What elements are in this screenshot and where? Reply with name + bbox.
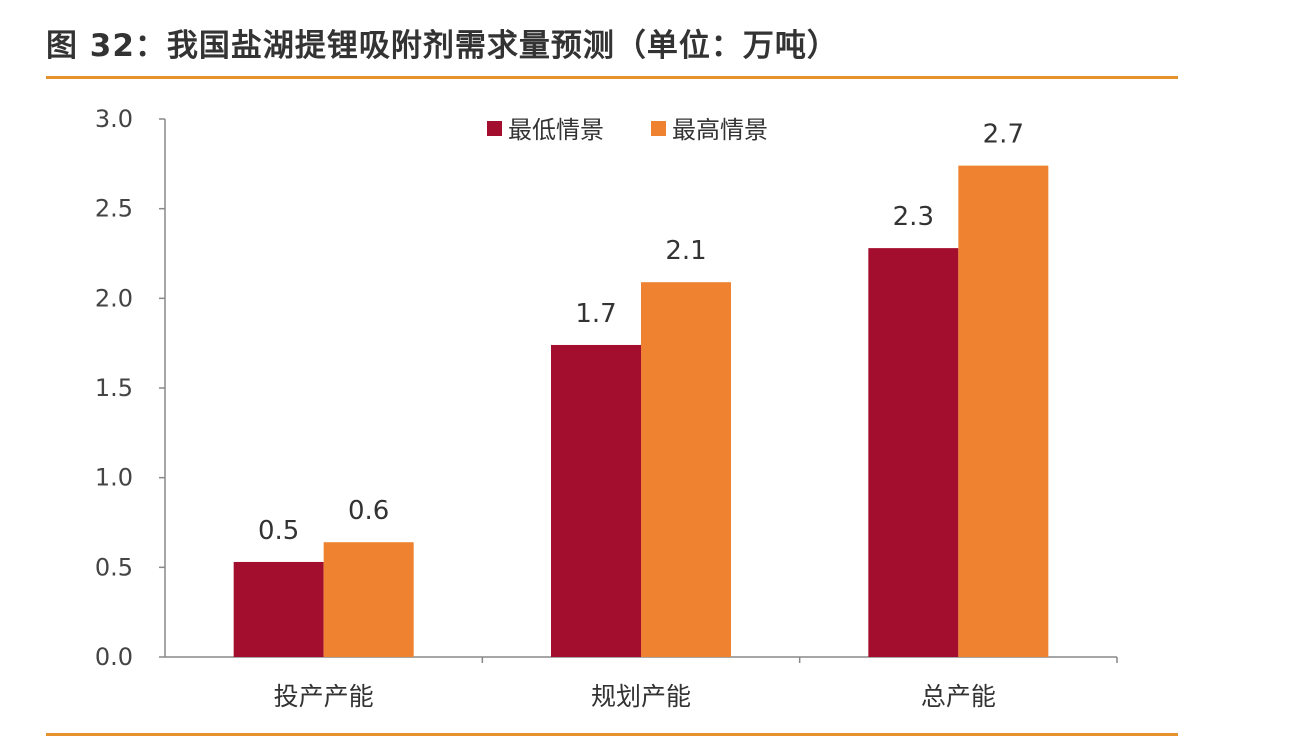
y-tick-label: 3.0 [95,105,133,133]
data-label: 2.7 [983,120,1024,150]
top-divider [46,76,1178,79]
bar-low [551,344,641,657]
bottom-divider [46,733,1178,736]
data-label: 0.5 [258,516,299,546]
bar-high [641,282,731,657]
y-tick-label: 2.0 [95,284,133,312]
y-tick-label: 0.5 [95,553,133,581]
bar-low [233,561,324,657]
y-tick-label: 1.5 [95,374,133,402]
y-tick-label: 1.0 [95,464,133,492]
x-category-label: 总产能 [921,682,996,711]
legend-label: 最低情景 [508,116,604,144]
data-label: 1.7 [575,299,616,329]
y-tick-label: 0.0 [95,643,133,671]
x-category-label: 规划产能 [591,682,691,711]
data-label: 2.1 [665,236,706,266]
data-label: 0.6 [348,496,389,526]
legend-swatch [487,121,502,136]
data-label: 2.3 [893,202,934,232]
chart-title: 图 32：我国盐湖提锂吸附剂需求量预测（单位：万吨） [46,28,839,64]
bar-high [323,542,414,657]
x-category-label: 投产产能 [274,682,374,711]
y-tick-label: 2.5 [95,195,133,223]
bar-low [868,248,959,657]
bar-high [958,165,1049,658]
legend-swatch [651,121,666,136]
legend-label: 最高情景 [672,116,768,144]
